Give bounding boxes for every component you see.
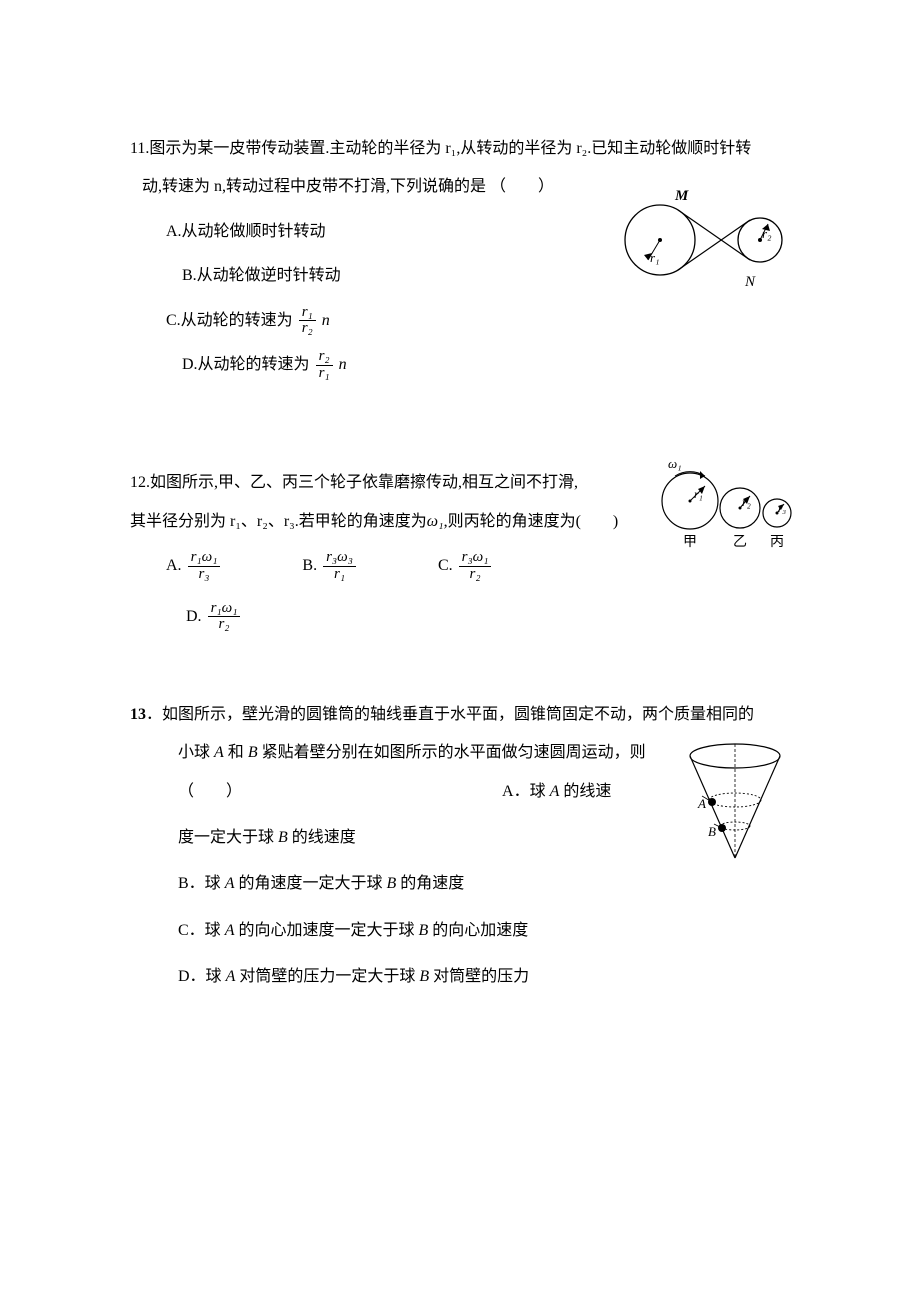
q11-fig-r1: r₁ (650, 250, 660, 265)
q13-paren: （ ） (178, 773, 242, 811)
q12-fig-bing: 丙 (770, 535, 784, 550)
q12-fig-r1: r₁ (694, 487, 703, 501)
q11-d-suffix: n (335, 356, 347, 373)
q11-c-den: r₂ (299, 321, 316, 337)
q13-fig-a: A (697, 796, 706, 811)
q13-stem: 13．如图所示，壁光滑的圆锥筒的轴线垂直于水平面，圆锥筒固定不动，两个质量相同的 (130, 696, 790, 734)
q11-c-fraction: r₁ r₂ (299, 305, 316, 338)
q13-figure: A B (680, 738, 790, 883)
q11-fig-n: N (744, 274, 756, 290)
q12-fig-r2: r₂ (742, 495, 751, 509)
q12-fig-yi: 乙 (733, 534, 747, 550)
question-11: 11.图示为某一皮带传动装置.主动轮的半径为 r₁,从转动的半径为 r₂.已知主… (130, 130, 790, 384)
q12-fig-jia: 甲 (683, 535, 697, 550)
q12-fig-omega: ω₁ (668, 456, 682, 471)
q13-option-c: C．球 A 的向心加速度一定大于球 B 的向心加速度 (178, 912, 790, 950)
q12-d-label: D. (186, 608, 202, 625)
q11-c-prefix: C.从动轮的转速为 (166, 312, 293, 329)
q11-fig-r2: r₂ (762, 226, 772, 241)
q11-c-suffix: n (318, 312, 330, 329)
q12-option-d: D. r₁ω₁r₂ (166, 598, 790, 636)
q12-stem2-prefix: 其半径分别为 r₁、r₂、r₃.若甲轮的角速度为 (130, 513, 427, 530)
q12-a-den: r₃ (188, 567, 221, 583)
q11-d-num: r₂ (316, 349, 333, 366)
q12-b-den: r₁ (323, 567, 356, 583)
question-12: 12.如图所示,甲、乙、丙三个轮子依靠磨擦传动,相互之间不打滑, 其半径分别为 … (130, 464, 790, 636)
q12-d-num: r₁ω₁ (208, 601, 241, 618)
q11-figure: M N r₁ r₂ (600, 190, 800, 305)
q11-stem-line1: 11.图示为某一皮带传动装置.主动轮的半径为 r₁,从转动的半径为 r₂.已知主… (130, 130, 790, 168)
q12-b-label: B. (302, 557, 317, 574)
q12-a-label: A. (166, 557, 182, 574)
q12-c-label: C. (438, 557, 453, 574)
q12-fig-r3: r₃ (778, 503, 786, 515)
q12-d-den: r₂ (208, 617, 241, 633)
q12-stem2-omega: ω₁ (427, 513, 444, 530)
q11-fig-m: M (674, 190, 689, 204)
q12-c-den: r₂ (459, 567, 492, 583)
q13-fig-b: B (708, 824, 716, 839)
q12-option-a: A. r₁ω₁r₃ (166, 547, 222, 585)
q11-d-prefix: D.从动轮的转速为 (182, 356, 310, 373)
q13-option-a-prefix: A．球 A 的线速 (502, 773, 611, 811)
q12-a-num: r₁ω₁ (188, 550, 221, 567)
q12-figure: ω₁ r₁ r₂ r₃ 甲 乙 丙 (650, 456, 810, 566)
q11-d-den: r₁ (316, 366, 333, 382)
question-13: 13．如图所示，壁光滑的圆锥筒的轴线垂直于水平面，圆锥筒固定不动，两个质量相同的… (130, 696, 790, 997)
q13-option-d: D．球 A 对筒壁的压力一定大于球 B 对筒壁的压力 (178, 958, 790, 996)
q11-d-fraction: r₂ r₁ (316, 349, 333, 382)
q12-option-c: C. r₃ω₁r₂ (438, 547, 494, 585)
q12-stem2-suffix: ,则丙轮的角速度为( ) (444, 513, 619, 530)
q11-option-d: D.从动轮的转速为 r₂ r₁ n (166, 346, 790, 384)
q11-c-num: r₁ (299, 305, 316, 322)
q11-option-c: C.从动轮的转速为 r₁ r₂ n (166, 302, 790, 340)
q12-option-b: B. r₃ω₃r₁ (302, 547, 358, 585)
q12-b-num: r₃ω₃ (323, 550, 356, 567)
q12-c-num: r₃ω₁ (459, 550, 492, 567)
q13-num: 13 (130, 706, 146, 723)
